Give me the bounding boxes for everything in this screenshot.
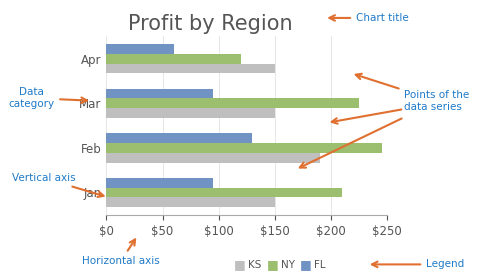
Bar xyxy=(106,187,342,197)
Text: FL: FL xyxy=(314,260,326,270)
Bar xyxy=(106,178,213,187)
Text: Horizontal axis: Horizontal axis xyxy=(82,239,160,266)
Text: ■: ■ xyxy=(234,258,245,272)
Bar xyxy=(106,133,253,143)
Text: Vertical axis: Vertical axis xyxy=(12,173,104,197)
Text: KS: KS xyxy=(248,260,262,270)
Text: ■: ■ xyxy=(300,258,311,272)
Bar xyxy=(106,153,320,163)
Text: Chart title: Chart title xyxy=(330,13,408,23)
Bar xyxy=(106,197,275,207)
Text: ■: ■ xyxy=(267,258,278,272)
Text: NY: NY xyxy=(281,260,295,270)
Text: Profit by Region: Profit by Region xyxy=(128,14,293,34)
Text: Points of the
data series: Points of the data series xyxy=(356,74,469,112)
Text: Legend: Legend xyxy=(372,259,464,269)
Bar xyxy=(106,143,381,153)
Bar xyxy=(106,54,241,64)
Bar xyxy=(106,64,275,73)
Bar xyxy=(106,99,359,108)
Bar xyxy=(106,89,213,99)
Bar xyxy=(106,44,174,54)
Bar xyxy=(106,108,275,118)
Text: Data
category: Data category xyxy=(8,87,87,109)
